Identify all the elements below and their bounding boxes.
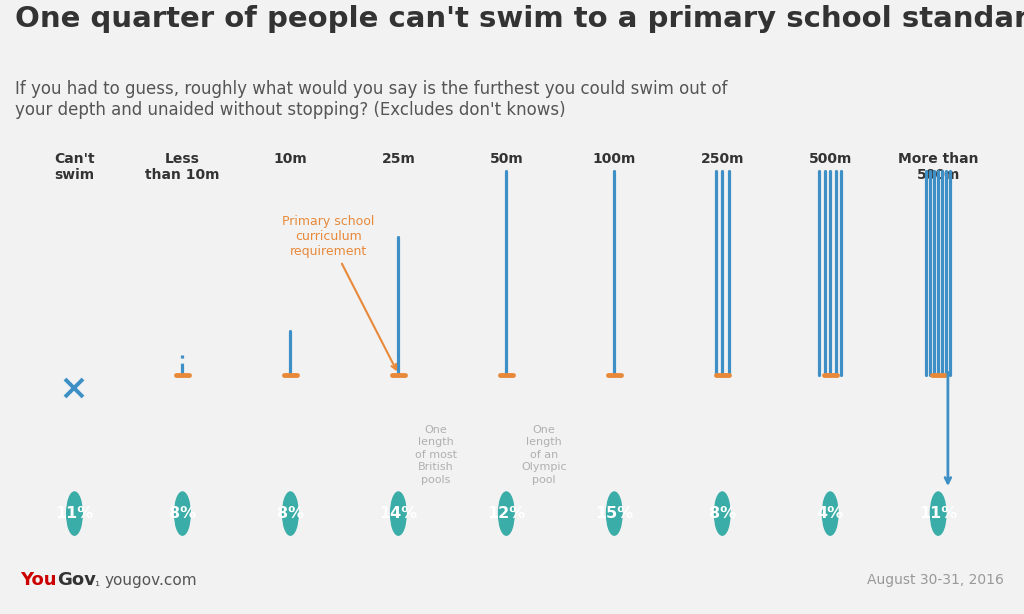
- Text: 4%: 4%: [817, 506, 844, 521]
- Circle shape: [175, 492, 190, 535]
- Circle shape: [499, 492, 514, 535]
- Text: You: You: [20, 571, 57, 589]
- Text: 12%: 12%: [487, 506, 525, 521]
- Text: 14%: 14%: [379, 506, 418, 521]
- Text: Less
than 10m: Less than 10m: [145, 152, 220, 182]
- Text: 250m: 250m: [700, 152, 744, 166]
- Circle shape: [606, 492, 622, 535]
- Text: One
length
of most
British
pools: One length of most British pools: [415, 425, 457, 484]
- Text: ¹: ¹: [94, 580, 99, 593]
- Text: If you had to guess, roughly what would you say is the furthest you could swim o: If you had to guess, roughly what would …: [15, 80, 728, 119]
- Text: 15%: 15%: [595, 506, 634, 521]
- Text: 50m: 50m: [489, 152, 523, 166]
- Text: 100m: 100m: [593, 152, 636, 166]
- Text: 500m: 500m: [809, 152, 852, 166]
- Text: Can't
swim: Can't swim: [54, 152, 95, 182]
- Text: 11%: 11%: [920, 506, 957, 521]
- Text: More than
500m: More than 500m: [898, 152, 979, 182]
- Circle shape: [67, 492, 82, 535]
- Text: 8%: 8%: [709, 506, 736, 521]
- Circle shape: [715, 492, 730, 535]
- Text: Primary school
curriculum
requirement: Primary school curriculum requirement: [282, 216, 396, 370]
- Text: One
length
of an
Olympic
pool: One length of an Olympic pool: [521, 425, 567, 484]
- Text: 11%: 11%: [55, 506, 93, 521]
- Text: 10m: 10m: [273, 152, 307, 166]
- Text: 8%: 8%: [276, 506, 304, 521]
- Text: One quarter of people can't swim to a primary school standard: One quarter of people can't swim to a pr…: [15, 5, 1024, 33]
- Text: 8%: 8%: [169, 506, 196, 521]
- Text: yougov.com: yougov.com: [104, 573, 197, 588]
- Circle shape: [822, 492, 838, 535]
- Text: 25m: 25m: [381, 152, 416, 166]
- Text: Gov: Gov: [57, 571, 95, 589]
- Circle shape: [931, 492, 946, 535]
- Circle shape: [390, 492, 407, 535]
- Text: August 30-31, 2016: August 30-31, 2016: [866, 573, 1004, 587]
- Circle shape: [283, 492, 298, 535]
